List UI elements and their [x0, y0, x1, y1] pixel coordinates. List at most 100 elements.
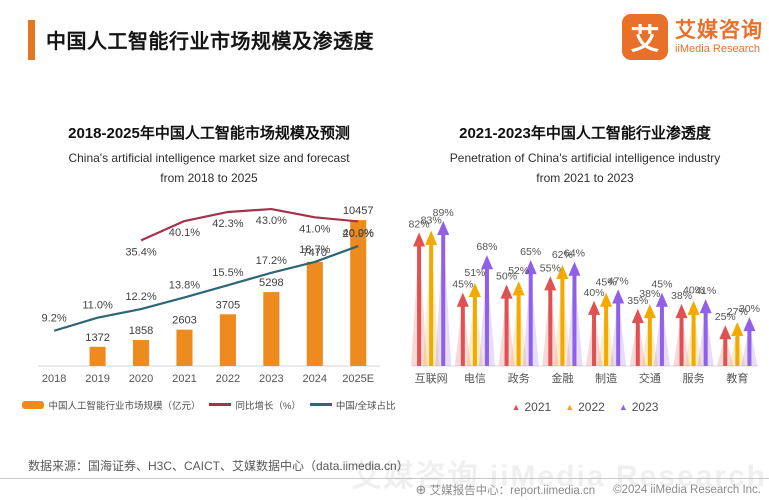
bar-2020	[132, 339, 150, 366]
arrow-2022-制造-head	[600, 292, 613, 307]
arrow-2023-交通-head	[655, 292, 668, 307]
bar-value-label: 5298	[259, 277, 284, 289]
arrow-2022-政务-head	[512, 281, 525, 296]
penetration-value-label: 50%	[496, 270, 517, 282]
arrow-2021-服务-head	[675, 303, 688, 318]
penetration-value-label: 47%	[608, 275, 629, 287]
data-source-note: 数据来源：国海证券、H3C、CAICT、艾媒数据中心（data.iimedia.…	[28, 459, 409, 473]
footer-copyright: ©2024 iiMedia Research Inc.	[613, 484, 761, 496]
arrow-2022-互联网-head	[425, 230, 438, 245]
arrow-2021-交通-head	[631, 308, 644, 323]
arrow-2021-互联网-head	[413, 232, 426, 247]
bar-value-label: 1372	[85, 332, 110, 344]
yoy-growth-line	[140, 207, 359, 242]
penetration-value-label: 38%	[639, 288, 660, 300]
left-chart-subtitle-2: from 2018 to 2025	[160, 171, 258, 186]
bar-value-label: 10457	[343, 205, 374, 217]
share-point-label: 11.0%	[82, 299, 113, 311]
page-title: 中国人工智能行业市场规模及渗透度	[46, 31, 374, 53]
x-tick-label: 2020	[129, 373, 154, 385]
triangle-up-icon: ▲	[511, 401, 521, 412]
arrow-2021-政务-head	[500, 284, 513, 299]
penetration-value-label: 82%	[409, 218, 430, 230]
penetration-value-label: 25%	[715, 311, 736, 323]
line-swatch-icon	[209, 403, 232, 407]
legend-item-2023: ▲ 2023	[619, 400, 659, 414]
footer-divider	[0, 478, 769, 479]
arrow-2021-教育-head	[719, 324, 732, 340]
growth-point-label: 40.0%	[343, 227, 375, 239]
brand-name-cn: 艾媒咨询	[675, 19, 763, 43]
market-size-plot: 2018 2019 2020 2021 2022 2023 2024 2025E 1372 185…	[38, 205, 380, 385]
arrow-2022-制造-shaft	[604, 302, 609, 366]
arrow-2022-交通-shaft	[647, 313, 652, 366]
brand-logo-icon: 艾	[622, 14, 668, 60]
arrow-2021-服务-shaft	[679, 313, 684, 366]
x-tick-label: 2025E	[342, 373, 374, 385]
arrow-2021-政务-shaft	[504, 294, 509, 366]
bar-value-label: 3705	[216, 299, 241, 311]
growth-point-label: 43.0%	[256, 215, 288, 227]
bar-2021	[176, 329, 193, 366]
arrow-2023-服务-shaft	[703, 308, 708, 366]
bar-value-label: 7470	[302, 247, 327, 259]
arrow-2023-互联网-shaft	[441, 230, 446, 366]
arrow-2023-服务-head	[699, 298, 712, 314]
x-tick-label: 2022	[216, 373, 241, 385]
share-point-label: 9.2%	[42, 312, 67, 324]
penetration-chart: 2021-2023年中国人工智能行业渗透度 Penetration of Chi…	[404, 122, 766, 414]
arrow-2022-政务-shaft	[516, 291, 521, 366]
arrow-2021-制造-shaft	[592, 310, 597, 366]
footer-report-center: ⊕ 艾媒报告中心：report.iimedia.cn	[416, 482, 596, 498]
share-point-label: 12.2%	[125, 291, 157, 303]
arrow-2023-电信-shaft	[484, 265, 489, 366]
arrow-2022-金融-shaft	[560, 274, 565, 366]
arrow-2021-制造-head	[588, 300, 601, 315]
left-chart-legend: 中国人工智能行业市场规模（亿元） 同比增长（%） 中国/全球占比	[22, 398, 396, 412]
share-point-label: 13.8%	[169, 279, 201, 291]
bar-2022	[219, 314, 236, 366]
legend-label: 2022	[578, 399, 605, 414]
legend-item-global-share: 中国/全球占比	[309, 398, 396, 412]
penetration-value-label: 45%	[452, 278, 473, 290]
share-point-label: 18.7%	[299, 244, 331, 256]
line-swatch-icon	[309, 403, 332, 407]
legend-item-2021: ▲ 2021	[512, 400, 552, 414]
x-tick-label: 2024	[302, 373, 327, 385]
arrow-2022-互联网-shaft	[429, 240, 434, 366]
arrow-2023-制造-head	[612, 289, 625, 304]
legend-item-growth: 同比增长（%）	[209, 398, 301, 412]
arrow-2023-教育-head	[743, 316, 756, 331]
arrow-2022-交通-head	[643, 303, 656, 318]
right-chart-subtitle-1: Penetration of China's artificial intell…	[449, 151, 721, 165]
bar-2024	[306, 261, 323, 366]
arrow-2021-金融-shaft	[548, 286, 553, 366]
arrow-2021-电信-head	[456, 292, 469, 307]
penetration-value-label: 30%	[739, 303, 760, 315]
bar-swatch-icon	[22, 400, 45, 409]
penetration-value-label: 64%	[564, 247, 585, 259]
arrow-2023-金融-shaft	[572, 271, 577, 366]
arrow-2023-政务-head	[524, 259, 537, 274]
x-tick-label: 互联网	[415, 372, 448, 385]
bar-2019	[89, 346, 106, 366]
arrow-2021-金融-head	[544, 276, 557, 291]
penetration-value-label: 51%	[464, 267, 485, 279]
x-tick-label: 金融	[551, 371, 573, 385]
footer-report-center-text: 艾媒报告中心：report.iimedia.cn	[429, 485, 596, 497]
share-point-label: 20.9%	[343, 228, 375, 240]
penetration-value-label: 38%	[671, 290, 692, 302]
bar-2025E	[350, 219, 367, 366]
penetration-value-label: 40%	[683, 285, 704, 297]
global-share-line	[53, 244, 359, 332]
title-accent-bar	[28, 20, 35, 60]
left-chart-subtitle-1: China's artificial intelligence market s…	[68, 151, 350, 165]
arrow-2022-金融-head	[556, 264, 569, 279]
arrow-2022-服务-head	[687, 300, 700, 315]
penetration-value-label: 41%	[695, 285, 716, 297]
arrow-2021-互联网-shaft	[417, 242, 422, 366]
arrow-2022-服务-shaft	[691, 310, 696, 366]
legend-label: 中国/全球占比	[335, 400, 396, 412]
